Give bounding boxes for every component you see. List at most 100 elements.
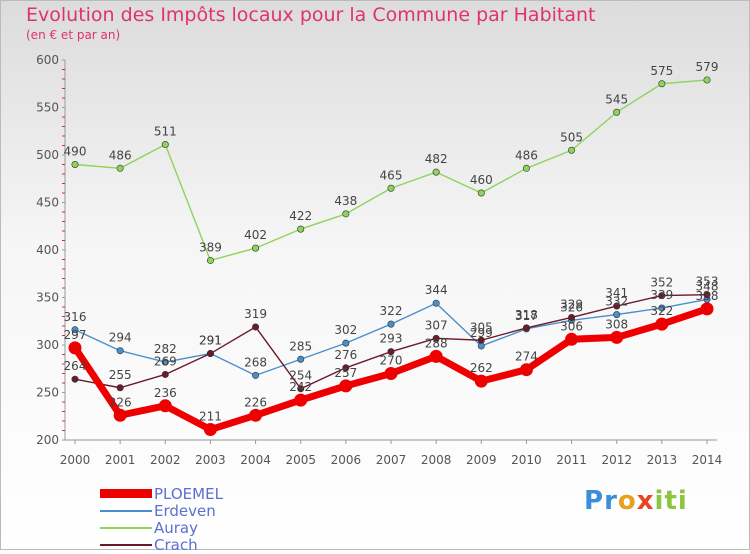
data-point-erdeven xyxy=(387,320,395,328)
data-labels-layer: 490 486 511 389 402 422 438 465 482 460 486 505 545 5… xyxy=(64,60,719,424)
data-label-auray: 460 xyxy=(470,173,493,187)
logo-letter: i xyxy=(677,486,688,516)
data-point-ploemel xyxy=(294,393,308,407)
data-label-crach: 329 xyxy=(560,297,583,311)
data-label-ploemel: 242 xyxy=(289,380,312,394)
data-label-erdeven: 322 xyxy=(380,304,403,318)
data-point-erdeven xyxy=(432,299,440,307)
data-point-crach xyxy=(387,348,395,356)
x-tick-label: 2011 xyxy=(556,453,587,467)
data-label-ploemel: 274 xyxy=(515,350,538,364)
data-label-erdeven: 326 xyxy=(560,300,583,314)
data-point-erdeven xyxy=(71,326,79,334)
data-label-auray: 422 xyxy=(289,209,312,223)
data-label-erdeven: 285 xyxy=(289,339,312,353)
legend-swatch-erdeven xyxy=(100,510,152,512)
y-tick-label: 450 xyxy=(36,196,59,210)
data-label-ploemel: 226 xyxy=(244,395,267,409)
data-point-auray xyxy=(432,168,440,176)
data-label-crach: 276 xyxy=(334,348,357,362)
data-label-erdeven: 291 xyxy=(199,334,222,348)
chart-title: Evolution des Impôts locaux pour la Comm… xyxy=(26,4,596,26)
data-point-ploemel xyxy=(565,332,579,346)
data-label-erdeven: 299 xyxy=(470,326,493,340)
logo-letter: P xyxy=(584,486,605,516)
data-point-crach xyxy=(252,323,260,331)
logo-letter: x xyxy=(636,486,655,516)
data-label-ploemel: 270 xyxy=(380,354,403,368)
x-tick-label: 2000 xyxy=(60,453,91,467)
data-label-ploemel: 288 xyxy=(425,336,448,350)
data-point-crach xyxy=(206,350,214,358)
axis-ticks: 200 250 300 350 400 450 500 550 600 2000 2001 2002 2… xyxy=(36,53,722,467)
y-tick-label: 300 xyxy=(36,338,59,352)
data-point-auray xyxy=(206,256,214,264)
data-label-crach: 341 xyxy=(605,286,628,300)
y-tick-label: 500 xyxy=(36,148,59,162)
data-label-crach: 352 xyxy=(650,276,673,290)
data-point-ploemel xyxy=(655,317,669,331)
data-label-erdeven: 339 xyxy=(650,288,673,302)
logo-letter: t xyxy=(664,486,678,516)
data-label-ploemel: 262 xyxy=(470,361,493,375)
legend-label-erdeven: Erdeven xyxy=(154,502,216,520)
data-label-auray: 486 xyxy=(109,148,132,162)
data-label-ploemel: 322 xyxy=(650,304,673,318)
data-point-erdeven xyxy=(613,311,621,319)
data-point-auray xyxy=(387,184,395,192)
legend-swatch-crach xyxy=(100,544,152,546)
series-layer xyxy=(68,76,714,437)
data-label-crach: 319 xyxy=(244,307,267,321)
data-point-crach xyxy=(342,364,350,372)
data-label-ploemel: 226 xyxy=(109,395,132,409)
data-point-crach xyxy=(161,370,169,378)
data-label-auray: 438 xyxy=(334,194,357,208)
data-label-erdeven: 268 xyxy=(244,355,267,369)
data-label-crach: 264 xyxy=(64,359,87,373)
data-label-ploemel: 257 xyxy=(334,366,357,380)
data-point-erdeven xyxy=(658,304,666,312)
data-point-erdeven xyxy=(252,371,260,379)
data-point-auray xyxy=(703,76,711,84)
data-point-erdeven xyxy=(342,339,350,347)
data-point-auray xyxy=(568,146,576,154)
legend-label-auray: Auray xyxy=(154,519,199,537)
y-tick-label: 250 xyxy=(36,386,59,400)
legend-swatch-auray xyxy=(100,527,152,529)
x-tick-label: 2002 xyxy=(150,453,181,467)
data-point-crach xyxy=(703,291,711,299)
data-label-crach: 255 xyxy=(109,368,132,382)
data-label-ploemel: 338 xyxy=(696,289,719,303)
data-point-ploemel xyxy=(68,341,82,355)
data-label-ploemel: 306 xyxy=(560,319,583,333)
data-label-crach: 305 xyxy=(470,320,493,334)
data-point-ploemel xyxy=(203,423,217,437)
data-label-crach: 353 xyxy=(696,275,719,289)
data-point-crach xyxy=(297,385,305,393)
data-label-erdeven: 294 xyxy=(109,331,132,345)
data-label-crach: 291 xyxy=(199,334,222,348)
data-point-ploemel xyxy=(700,302,714,316)
legend-swatch-ploemel xyxy=(100,489,152,498)
data-label-crach: 318 xyxy=(515,308,538,322)
x-tick-label: 2008 xyxy=(421,453,452,467)
x-tick-label: 2005 xyxy=(285,453,316,467)
logo-letter: o xyxy=(617,486,637,516)
y-tick-label: 400 xyxy=(36,243,59,257)
data-label-erdeven: 316 xyxy=(64,310,87,324)
data-point-auray xyxy=(522,164,530,172)
legend-label-ploemel: PLOEMEL xyxy=(154,485,223,503)
data-label-ploemel: 236 xyxy=(154,386,177,400)
y-tick-label: 200 xyxy=(36,433,59,447)
data-label-auray: 402 xyxy=(244,228,267,242)
x-tick-label: 2009 xyxy=(466,453,497,467)
data-label-ploemel: 211 xyxy=(199,410,222,424)
chart-subtitle: (en € et par an) xyxy=(26,28,121,42)
data-label-erdeven: 317 xyxy=(515,309,538,323)
data-label-auray: 482 xyxy=(425,152,448,166)
data-label-auray: 465 xyxy=(380,168,403,182)
x-tick-label: 2004 xyxy=(240,453,271,467)
data-point-crach xyxy=(432,334,440,342)
x-tick-label: 2014 xyxy=(692,453,723,467)
